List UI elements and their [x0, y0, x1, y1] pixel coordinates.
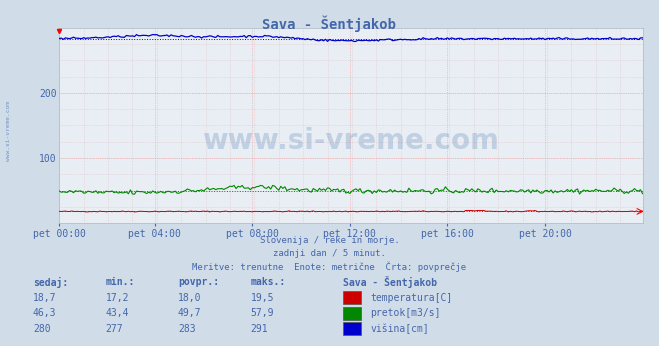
Text: povpr.:: povpr.:: [178, 277, 219, 287]
Text: 283: 283: [178, 324, 196, 334]
Text: sedaj:: sedaj:: [33, 276, 68, 288]
Text: www.si-vreme.com: www.si-vreme.com: [6, 101, 11, 162]
Text: 18,0: 18,0: [178, 293, 202, 302]
Text: 49,7: 49,7: [178, 308, 202, 318]
Text: Meritve: trenutne  Enote: metrične  Črta: povprečje: Meritve: trenutne Enote: metrične Črta: …: [192, 261, 467, 272]
Text: Sava - Šentjakob: Sava - Šentjakob: [343, 276, 437, 288]
Text: 19,5: 19,5: [250, 293, 274, 302]
Text: 57,9: 57,9: [250, 308, 274, 318]
Text: www.si-vreme.com: www.si-vreme.com: [202, 127, 500, 155]
Text: Sava - Šentjakob: Sava - Šentjakob: [262, 16, 397, 32]
Text: zadnji dan / 5 minut.: zadnji dan / 5 minut.: [273, 249, 386, 258]
Text: maks.:: maks.:: [250, 277, 285, 287]
Text: Slovenija / reke in morje.: Slovenija / reke in morje.: [260, 236, 399, 245]
Text: 291: 291: [250, 324, 268, 334]
Text: 17,2: 17,2: [105, 293, 129, 302]
Text: temperatura[C]: temperatura[C]: [370, 293, 453, 302]
Text: višina[cm]: višina[cm]: [370, 324, 429, 334]
Text: 18,7: 18,7: [33, 293, 57, 302]
Text: pretok[m3/s]: pretok[m3/s]: [370, 308, 441, 318]
Text: 280: 280: [33, 324, 51, 334]
Text: 46,3: 46,3: [33, 308, 57, 318]
Text: min.:: min.:: [105, 277, 135, 287]
Text: 277: 277: [105, 324, 123, 334]
Text: 43,4: 43,4: [105, 308, 129, 318]
